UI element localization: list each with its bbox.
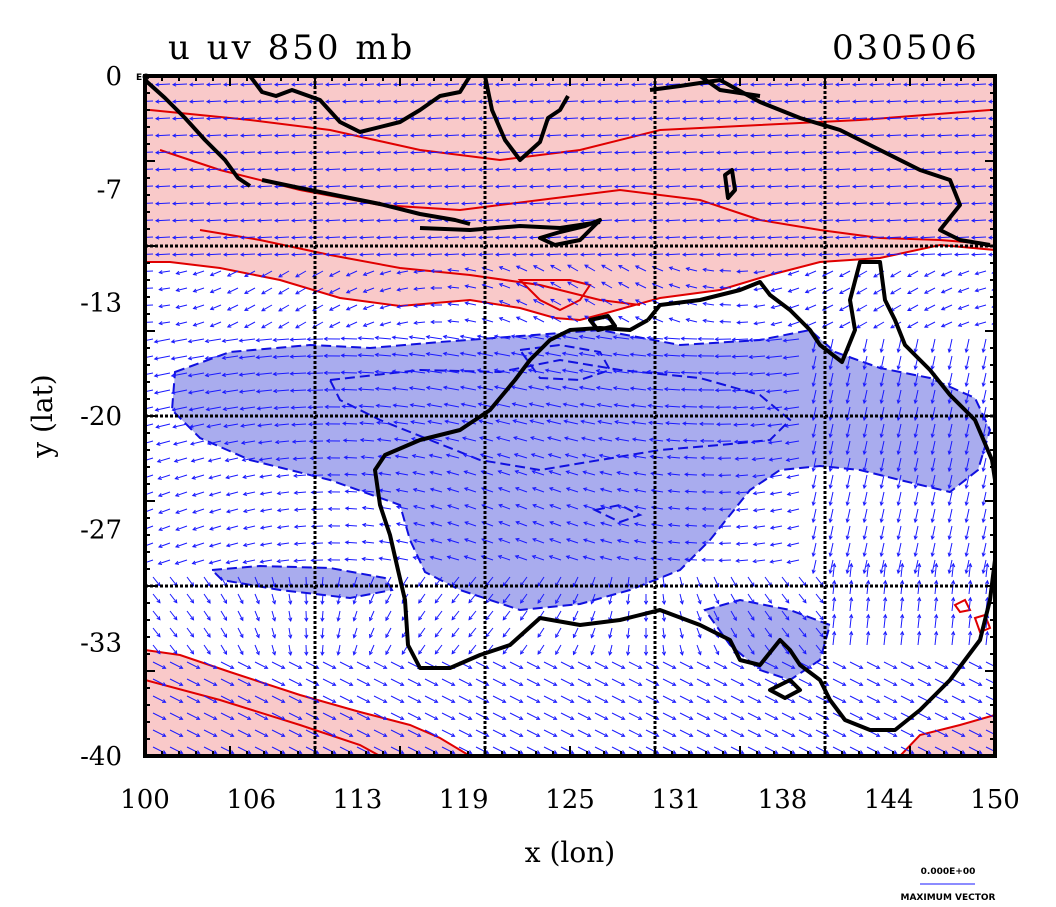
x-tick-label: 144 [864, 785, 914, 815]
gridlines [145, 76, 995, 756]
y-tick-label: -20 [80, 402, 122, 432]
map-title: u uv 850 mb [168, 28, 416, 68]
y-tick-label: -33 [80, 629, 122, 659]
coastlines [145, 76, 995, 732]
coast-borneo [248, 76, 472, 134]
coast-australia [373, 260, 995, 732]
x-axis-title: x (lon) [525, 836, 615, 869]
coast-java [261, 178, 471, 226]
y-axis-title: y (lat) [26, 374, 59, 458]
x-tick-label: 138 [758, 785, 808, 815]
coast-sumatra [145, 78, 252, 188]
axis-ticks [144, 75, 996, 757]
positive-anomaly-southwest [145, 650, 470, 756]
x-tick-label: 150 [970, 785, 1020, 815]
coast-lesser-sunda [419, 220, 601, 232]
x-tick-labels: 100 106 113 119 125 131 138 144 150 [120, 785, 1020, 815]
positive-contours [145, 109, 995, 756]
vector-legend-label: MAXIMUM VECTOR [900, 893, 995, 903]
x-tick-label: 119 [439, 785, 489, 815]
coast-melville [588, 314, 617, 332]
y-tick-label: -40 [80, 742, 122, 772]
y-tick-labels: 0 -7 -13 -20 -27 -33 -40 [80, 62, 122, 772]
negative-anomaly-central [172, 330, 990, 610]
x-tick-label: 131 [651, 785, 701, 815]
x-tick-label: 125 [545, 785, 595, 815]
map-date: 030506 [832, 28, 980, 68]
coast-islands-east [723, 168, 737, 200]
vector-legend-value: 0.000E+00 [921, 867, 976, 877]
x-tick-label: 100 [120, 785, 170, 815]
y-tick-label: 0 [105, 62, 122, 92]
equator-label: EQ [136, 73, 150, 83]
y-tick-label: -13 [80, 289, 122, 319]
wind-vectors [145, 82, 995, 754]
coast-sulawesi [483, 76, 570, 162]
x-tick-label: 106 [226, 785, 276, 815]
negative-anomaly-west-band [212, 566, 392, 598]
coast-new-guinea [649, 78, 991, 247]
y-tick-label: -7 [97, 175, 122, 205]
vector-legend: 0.000E+00 MAXIMUM VECTOR [900, 867, 995, 903]
y-tick-label: -27 [80, 515, 122, 545]
coast-tasmania [768, 678, 802, 700]
x-tick-label: 113 [333, 785, 383, 815]
